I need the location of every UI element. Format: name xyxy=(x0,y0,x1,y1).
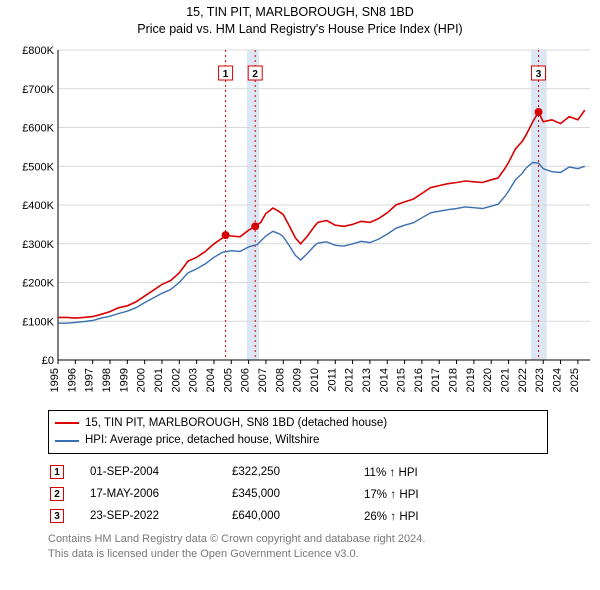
legend-swatch-hpi xyxy=(55,440,79,442)
event-marker-label: 3 xyxy=(536,69,542,80)
x-tick-label: 1995 xyxy=(49,368,61,392)
x-tick-label: 2010 xyxy=(309,368,321,392)
series-property xyxy=(58,110,585,318)
x-tick-label: 2019 xyxy=(465,368,477,392)
x-tick-label: 2015 xyxy=(396,368,408,392)
footer-attribution: Contains HM Land Registry data © Crown c… xyxy=(48,532,548,561)
chart-title-block: 15, TIN PIT, MARLBOROUGH, SN8 1BD Price … xyxy=(6,4,594,38)
chart-svg: £0 £100K £200K £300K £400K £500K £600K £700K £80… xyxy=(10,44,596,404)
event-price: £345,000 xyxy=(232,484,362,504)
x-tick-label: 2025 xyxy=(569,368,581,392)
legend-item-hpi: HPI: Average price, detached house, Wilt… xyxy=(55,432,541,449)
x-tick-label: 2005 xyxy=(222,368,234,392)
y-tick-label: £0 xyxy=(42,355,54,367)
x-tick-label: 2022 xyxy=(517,368,529,392)
x-tick-label: 2006 xyxy=(240,368,252,392)
event-marker-label: 2 xyxy=(252,69,258,80)
x-tick-label: 2017 xyxy=(430,368,442,392)
event-row: 3 23-SEP-2022£640,00026% ↑ HPI xyxy=(50,506,546,526)
x-tick-label: 2009 xyxy=(292,368,304,392)
x-tick-label: 2000 xyxy=(136,368,148,392)
x-tick-label: 2007 xyxy=(257,368,269,392)
legend-item-property: 15, TIN PIT, MARLBOROUGH, SN8 1BD (detac… xyxy=(55,415,541,432)
x-tick-label: 2013 xyxy=(361,368,373,392)
x-tick-label: 2020 xyxy=(482,368,494,392)
y-tick-label: £400K xyxy=(22,200,54,212)
legend-label-property: 15, TIN PIT, MARLBOROUGH, SN8 1BD (detac… xyxy=(85,415,387,432)
event-row: 1 01-SEP-2004£322,25011% ↑ HPI xyxy=(50,462,546,482)
x-tick-label: 1996 xyxy=(66,368,78,392)
x-tick-label: 2008 xyxy=(274,368,286,392)
event-delta: 11% ↑ HPI xyxy=(364,462,546,482)
sale-marker xyxy=(535,108,543,116)
event-delta: 17% ↑ HPI xyxy=(364,484,546,504)
y-tick-label: £200K xyxy=(22,277,54,289)
sale-marker xyxy=(222,231,230,239)
event-marker-label: 1 xyxy=(223,69,229,80)
event-row-marker: 1 xyxy=(50,465,64,479)
x-tick-label: 1997 xyxy=(84,368,96,392)
x-tick-label: 2024 xyxy=(552,368,564,392)
y-tick-label: £500K xyxy=(22,161,54,173)
x-tick-label: 2003 xyxy=(188,368,200,392)
title-line1: 15, TIN PIT, MARLBOROUGH, SN8 1BD xyxy=(6,4,594,21)
price-chart: £0 £100K £200K £300K £400K £500K £600K £700K £80… xyxy=(10,44,596,404)
event-delta: 26% ↑ HPI xyxy=(364,506,546,526)
x-tick-label: 2016 xyxy=(413,368,425,392)
y-tick-label: £300K xyxy=(22,239,54,251)
series-hpi xyxy=(58,162,585,323)
title-line2: Price paid vs. HM Land Registry's House … xyxy=(6,21,594,38)
legend-swatch-property xyxy=(55,422,79,424)
y-tick-label: £600K xyxy=(22,122,54,134)
event-row-marker: 2 xyxy=(50,487,64,501)
y-tick-label: £700K xyxy=(22,84,54,96)
x-tick-label: 2004 xyxy=(205,368,217,392)
event-date: 23-SEP-2022 xyxy=(90,506,230,526)
legend: 15, TIN PIT, MARLBOROUGH, SN8 1BD (detac… xyxy=(48,410,548,455)
x-tick-label: 2014 xyxy=(378,368,390,392)
events-table: 1 01-SEP-2004£322,25011% ↑ HPI 2 17-MAY-200… xyxy=(48,460,548,528)
x-tick-label: 2023 xyxy=(534,368,546,392)
y-tick-label: £100K xyxy=(22,316,54,328)
sale-marker xyxy=(251,222,259,230)
x-tick-label: 2011 xyxy=(326,368,338,392)
event-date: 17-MAY-2006 xyxy=(90,484,230,504)
x-tick-label: 2018 xyxy=(448,368,460,392)
event-row: 2 17-MAY-2006£345,00017% ↑ HPI xyxy=(50,484,546,504)
legend-label-hpi: HPI: Average price, detached house, Wilt… xyxy=(85,432,319,449)
event-price: £322,250 xyxy=(232,462,362,482)
event-row-marker: 3 xyxy=(50,509,64,523)
event-price: £640,000 xyxy=(232,506,362,526)
x-tick-label: 1999 xyxy=(118,368,130,392)
x-tick-label: 2012 xyxy=(344,368,356,392)
footer-line1: Contains HM Land Registry data © Crown c… xyxy=(48,532,548,546)
x-tick-label: 2001 xyxy=(153,368,165,392)
footer-line2: This data is licensed under the Open Gov… xyxy=(48,547,548,561)
x-tick-label: 2002 xyxy=(170,368,182,392)
y-tick-label: £800K xyxy=(22,45,54,57)
event-date: 01-SEP-2004 xyxy=(90,462,230,482)
x-tick-label: 1998 xyxy=(101,368,113,392)
x-tick-label: 2021 xyxy=(500,368,512,392)
